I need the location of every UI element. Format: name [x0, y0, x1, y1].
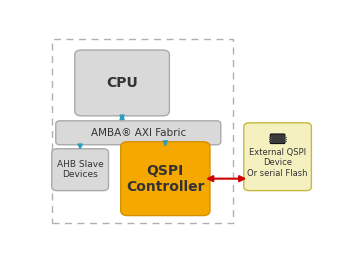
Text: AMBA® AXI Fabric: AMBA® AXI Fabric — [91, 128, 186, 138]
Text: AHB Slave
Devices: AHB Slave Devices — [57, 160, 104, 179]
Bar — [52, 39, 233, 222]
FancyBboxPatch shape — [270, 134, 285, 143]
FancyBboxPatch shape — [121, 142, 210, 215]
FancyBboxPatch shape — [244, 123, 311, 191]
FancyBboxPatch shape — [52, 149, 109, 191]
FancyBboxPatch shape — [56, 121, 221, 145]
Text: QSPI
Controller: QSPI Controller — [126, 163, 205, 194]
Text: External QSPI
Device
Or serial Flash: External QSPI Device Or serial Flash — [247, 148, 308, 178]
Text: CPU: CPU — [106, 76, 138, 90]
FancyBboxPatch shape — [75, 50, 169, 116]
